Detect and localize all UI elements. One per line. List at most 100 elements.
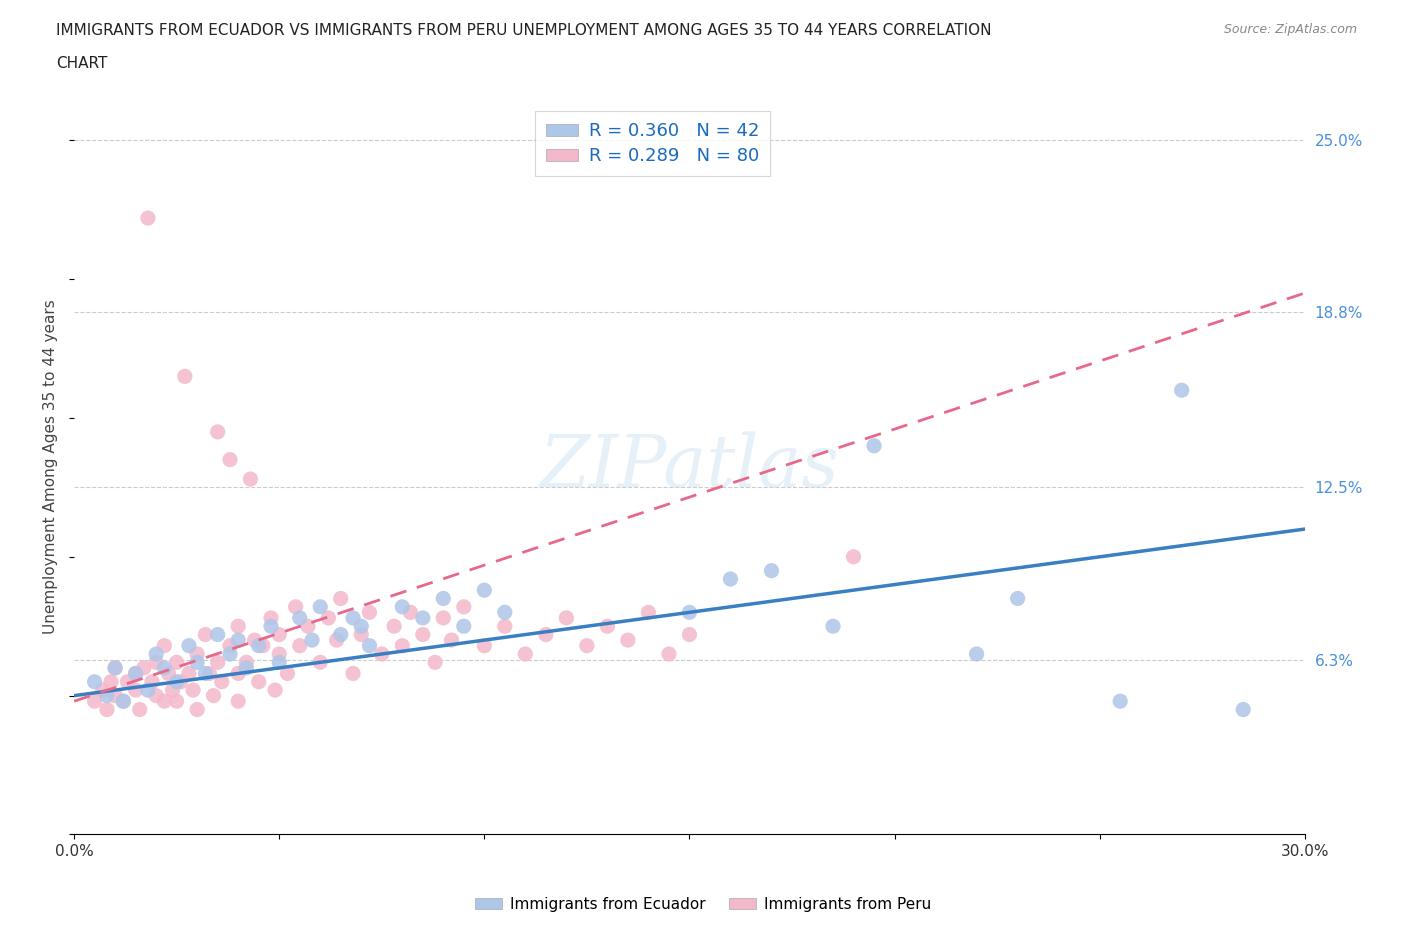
Text: Source: ZipAtlas.com: Source: ZipAtlas.com — [1223, 23, 1357, 36]
Immigrants from Peru — [128, 702, 150, 717]
Immigrants from Ecuador — [83, 674, 105, 689]
Immigrants from Peru — [472, 638, 495, 653]
Immigrants from Peru — [136, 211, 159, 226]
Immigrants from Peru — [226, 666, 249, 681]
Immigrants from Peru — [104, 688, 127, 703]
Immigrants from Peru — [243, 632, 266, 647]
Immigrants from Peru — [186, 646, 208, 661]
Immigrants from Peru — [309, 655, 332, 670]
Immigrants from Peru — [534, 627, 557, 642]
Immigrants from Ecuador — [821, 618, 844, 633]
Immigrants from Peru — [235, 655, 257, 670]
Immigrants from Peru — [239, 472, 262, 486]
Immigrants from Peru — [104, 660, 127, 675]
Immigrants from Ecuador — [432, 591, 454, 606]
Immigrants from Peru — [284, 599, 307, 614]
Immigrants from Ecuador — [96, 688, 118, 703]
Legend: Immigrants from Ecuador, Immigrants from Peru: Immigrants from Ecuador, Immigrants from… — [468, 891, 938, 918]
Immigrants from Peru — [637, 604, 659, 619]
Immigrants from Peru — [288, 638, 311, 653]
Immigrants from Ecuador — [1007, 591, 1029, 606]
Immigrants from Ecuador — [1170, 383, 1192, 398]
Immigrants from Ecuador — [194, 666, 217, 681]
Immigrants from Peru — [132, 660, 155, 675]
Immigrants from Ecuador — [207, 627, 229, 642]
Immigrants from Peru — [359, 604, 381, 619]
Immigrants from Ecuador — [966, 646, 988, 661]
Immigrants from Peru — [145, 688, 167, 703]
Immigrants from Ecuador — [124, 666, 146, 681]
Immigrants from Ecuador — [494, 604, 516, 619]
Immigrants from Peru — [124, 666, 146, 681]
Immigrants from Peru — [350, 627, 373, 642]
Immigrants from Peru — [658, 646, 681, 661]
Immigrants from Peru — [198, 666, 221, 681]
Immigrants from Peru — [166, 694, 188, 709]
Immigrants from Ecuador — [329, 627, 352, 642]
Immigrants from Ecuador — [391, 599, 413, 614]
Immigrants from Peru — [842, 550, 865, 565]
Immigrants from Ecuador — [453, 618, 475, 633]
Immigrants from Peru — [515, 646, 537, 661]
Immigrants from Peru — [96, 702, 118, 717]
Immigrants from Ecuador — [136, 683, 159, 698]
Immigrants from Peru — [264, 683, 287, 698]
Immigrants from Peru — [112, 694, 135, 709]
Immigrants from Ecuador — [226, 632, 249, 647]
Immigrants from Peru — [170, 674, 193, 689]
Immigrants from Ecuador — [678, 604, 700, 619]
Text: IMMIGRANTS FROM ECUADOR VS IMMIGRANTS FROM PERU UNEMPLOYMENT AMONG AGES 35 TO 44: IMMIGRANTS FROM ECUADOR VS IMMIGRANTS FR… — [56, 23, 991, 38]
Immigrants from Ecuador — [1109, 694, 1132, 709]
Immigrants from Peru — [342, 666, 364, 681]
Immigrants from Peru — [226, 618, 249, 633]
Immigrants from Peru — [423, 655, 446, 670]
Immigrants from Peru — [153, 638, 176, 653]
Immigrants from Peru — [494, 618, 516, 633]
Immigrants from Ecuador — [412, 610, 434, 625]
Immigrants from Peru — [247, 674, 270, 689]
Immigrants from Peru — [211, 674, 233, 689]
Immigrants from Ecuador — [260, 618, 283, 633]
Immigrants from Peru — [83, 694, 105, 709]
Immigrants from Peru — [276, 666, 298, 681]
Text: CHART: CHART — [56, 56, 108, 71]
Text: ZIPatlas: ZIPatlas — [540, 432, 839, 502]
Immigrants from Peru — [219, 638, 242, 653]
Immigrants from Ecuador — [219, 646, 242, 661]
Immigrants from Ecuador — [166, 674, 188, 689]
Immigrants from Peru — [575, 638, 598, 653]
Immigrants from Peru — [186, 702, 208, 717]
Immigrants from Ecuador — [112, 694, 135, 709]
Immigrants from Ecuador — [1232, 702, 1254, 717]
Immigrants from Ecuador — [145, 646, 167, 661]
Immigrants from Peru — [453, 599, 475, 614]
Y-axis label: Unemployment Among Ages 35 to 44 years: Unemployment Among Ages 35 to 44 years — [44, 299, 58, 634]
Immigrants from Peru — [678, 627, 700, 642]
Immigrants from Ecuador — [359, 638, 381, 653]
Immigrants from Ecuador — [350, 618, 373, 633]
Immigrants from Ecuador — [863, 438, 886, 453]
Immigrants from Peru — [202, 688, 225, 703]
Immigrants from Peru — [194, 627, 217, 642]
Immigrants from Peru — [371, 646, 394, 661]
Immigrants from Peru — [382, 618, 405, 633]
Immigrants from Ecuador — [186, 655, 208, 670]
Immigrants from Peru — [325, 632, 347, 647]
Legend: R = 0.360   N = 42, R = 0.289   N = 80: R = 0.360 N = 42, R = 0.289 N = 80 — [534, 112, 770, 177]
Immigrants from Peru — [157, 666, 180, 681]
Immigrants from Ecuador — [472, 583, 495, 598]
Immigrants from Peru — [181, 683, 204, 698]
Immigrants from Peru — [555, 610, 578, 625]
Immigrants from Peru — [100, 674, 122, 689]
Immigrants from Peru — [432, 610, 454, 625]
Immigrants from Peru — [124, 683, 146, 698]
Immigrants from Ecuador — [104, 660, 127, 675]
Immigrants from Peru — [177, 666, 200, 681]
Immigrants from Peru — [391, 638, 413, 653]
Immigrants from Peru — [162, 683, 184, 698]
Immigrants from Peru — [596, 618, 619, 633]
Immigrants from Peru — [269, 627, 291, 642]
Immigrants from Peru — [207, 655, 229, 670]
Immigrants from Ecuador — [235, 660, 257, 675]
Immigrants from Peru — [297, 618, 319, 633]
